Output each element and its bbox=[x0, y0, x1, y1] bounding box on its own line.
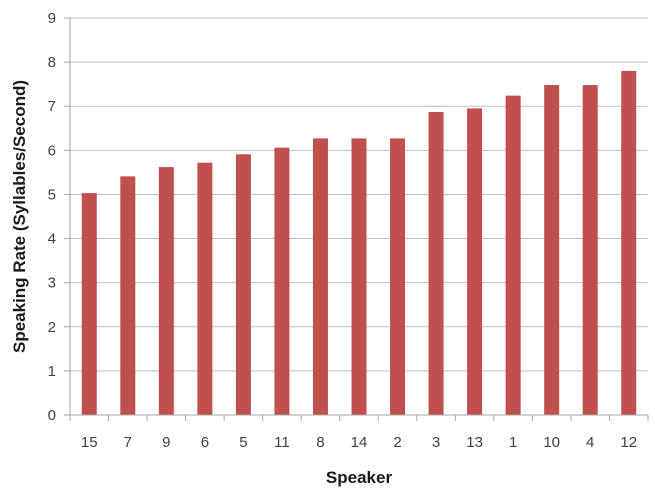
x-tick-label: 6 bbox=[201, 434, 209, 451]
x-tick-labels: 15 7 9 6 5 11 8 14 2 3 13 1 10 4 12 bbox=[81, 434, 637, 451]
x-tick-label: 14 bbox=[351, 434, 368, 451]
y-tick-label: 2 bbox=[48, 319, 56, 336]
x-tick-label: 1 bbox=[509, 434, 517, 451]
y-tick-label: 3 bbox=[48, 275, 56, 292]
x-tick-label: 12 bbox=[620, 434, 637, 451]
x-tick-label: 3 bbox=[432, 434, 440, 451]
y-tick-label: 9 bbox=[48, 10, 56, 27]
bar bbox=[621, 70, 637, 415]
bar bbox=[158, 167, 174, 415]
axes bbox=[64, 17, 649, 421]
x-tick-label: 8 bbox=[316, 434, 324, 451]
y-tick-label: 0 bbox=[48, 407, 56, 424]
y-tick-label: 6 bbox=[48, 142, 56, 159]
bars bbox=[81, 70, 637, 416]
x-tick-label: 5 bbox=[239, 434, 247, 451]
x-tick-label: 7 bbox=[124, 434, 132, 451]
bar bbox=[197, 162, 213, 415]
y-axis-title: Speaking Rate (Syllables/Second) bbox=[10, 80, 29, 353]
bar bbox=[81, 193, 97, 415]
bar bbox=[544, 85, 560, 415]
x-tick-label: 4 bbox=[586, 434, 594, 451]
y-tick-label: 1 bbox=[48, 363, 56, 380]
x-tick-label: 9 bbox=[162, 434, 170, 451]
x-tick-label: 15 bbox=[81, 434, 98, 451]
bar bbox=[274, 147, 290, 416]
x-axis-title: Speaker bbox=[326, 468, 393, 487]
y-tick-label: 4 bbox=[48, 231, 56, 248]
y-tick-label: 7 bbox=[48, 98, 56, 115]
x-tick-label: 10 bbox=[543, 434, 560, 451]
bar bbox=[120, 176, 136, 415]
bar bbox=[312, 138, 328, 415]
bar bbox=[390, 138, 406, 415]
bar bbox=[428, 111, 444, 415]
x-tick-label: 13 bbox=[466, 434, 483, 451]
bar bbox=[235, 154, 251, 415]
bar bbox=[467, 108, 483, 415]
y-tick-labels: 0 1 2 3 4 5 6 7 8 9 bbox=[48, 10, 56, 424]
bar bbox=[505, 95, 521, 415]
x-tick-label: 11 bbox=[274, 434, 290, 451]
y-tick-label: 5 bbox=[48, 186, 56, 203]
bar bbox=[351, 138, 367, 415]
x-tick-label: 2 bbox=[393, 434, 401, 451]
y-tick-label: 8 bbox=[48, 54, 56, 71]
bar bbox=[582, 85, 598, 415]
